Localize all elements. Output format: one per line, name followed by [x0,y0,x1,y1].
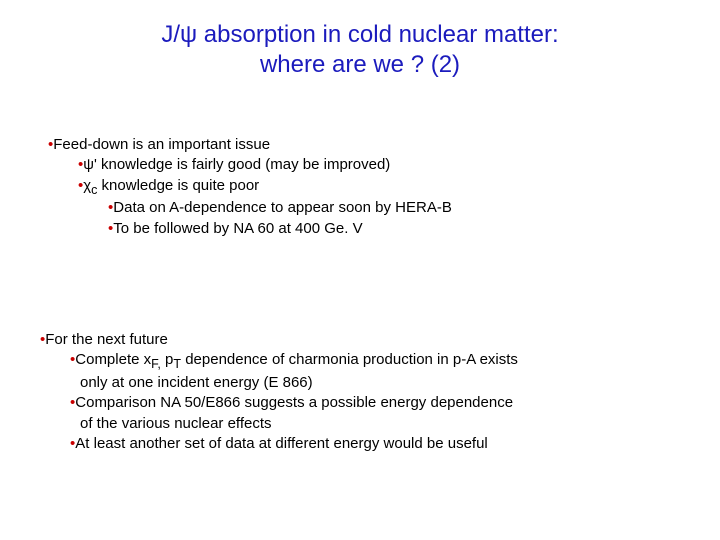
line-psiprime: •ψ' knowledge is fairly good (may be imp… [78,155,452,175]
line-comparison: •Comparison NA 50/E866 suggests a possib… [70,393,518,413]
title-line1: J/ψ absorption in cold nuclear matter: [161,21,558,48]
text: ' knowledge is fairly good (may be impro… [94,156,390,173]
subscript-f: F, [151,357,161,371]
line-chic: •χc knowledge is quite poor [78,176,452,199]
text: For the next future [45,331,168,348]
block-feeddown: •Feed-down is an important issue •ψ' kno… [48,135,452,239]
slide-title: J/ψ absorption in cold nuclear matter: w… [0,0,720,80]
line-future: •For the next future [40,330,518,350]
line-complete-2: only at one incident energy (E 866) [70,373,518,393]
text: Data on A-dependence to appear soon by H… [113,199,452,216]
line-feeddown: •Feed-down is an important issue [48,135,452,155]
text: To be followed by NA 60 at 400 Ge. V [113,220,362,237]
line-comparison-2: of the various nuclear effects [70,414,518,434]
text: Comparison NA 50/E866 suggests a possibl… [75,394,513,411]
text: p [161,351,174,368]
text: dependence of charmonia production in p-… [181,351,518,368]
title-line2: where are we ? (2) [260,51,460,78]
psi-symbol: ψ [83,156,94,173]
block-future: •For the next future •Complete xF, pT de… [40,330,518,454]
line-na60: •To be followed by NA 60 at 400 Ge. V [108,219,452,239]
text: of the various nuclear effects [80,415,272,432]
text: Complete x [75,351,151,368]
line-atleast: •At least another set of data at differe… [70,434,518,454]
title-pre: J/ [161,21,180,48]
psi-symbol: ψ [180,21,197,48]
chi-symbol: χ [83,177,91,194]
line-complete: •Complete xF, pT dependence of charmonia… [70,350,518,373]
text: knowledge is quite poor [97,177,259,194]
slide: J/ψ absorption in cold nuclear matter: w… [0,0,720,540]
text: At least another set of data at differen… [75,435,488,452]
text: Feed-down is an important issue [53,136,270,153]
line-herab: •Data on A-dependence to appear soon by … [108,198,452,218]
subscript-t: T [173,357,181,371]
text: only at one incident energy (E 866) [80,374,313,391]
title-post: absorption in cold nuclear matter: [197,21,559,48]
